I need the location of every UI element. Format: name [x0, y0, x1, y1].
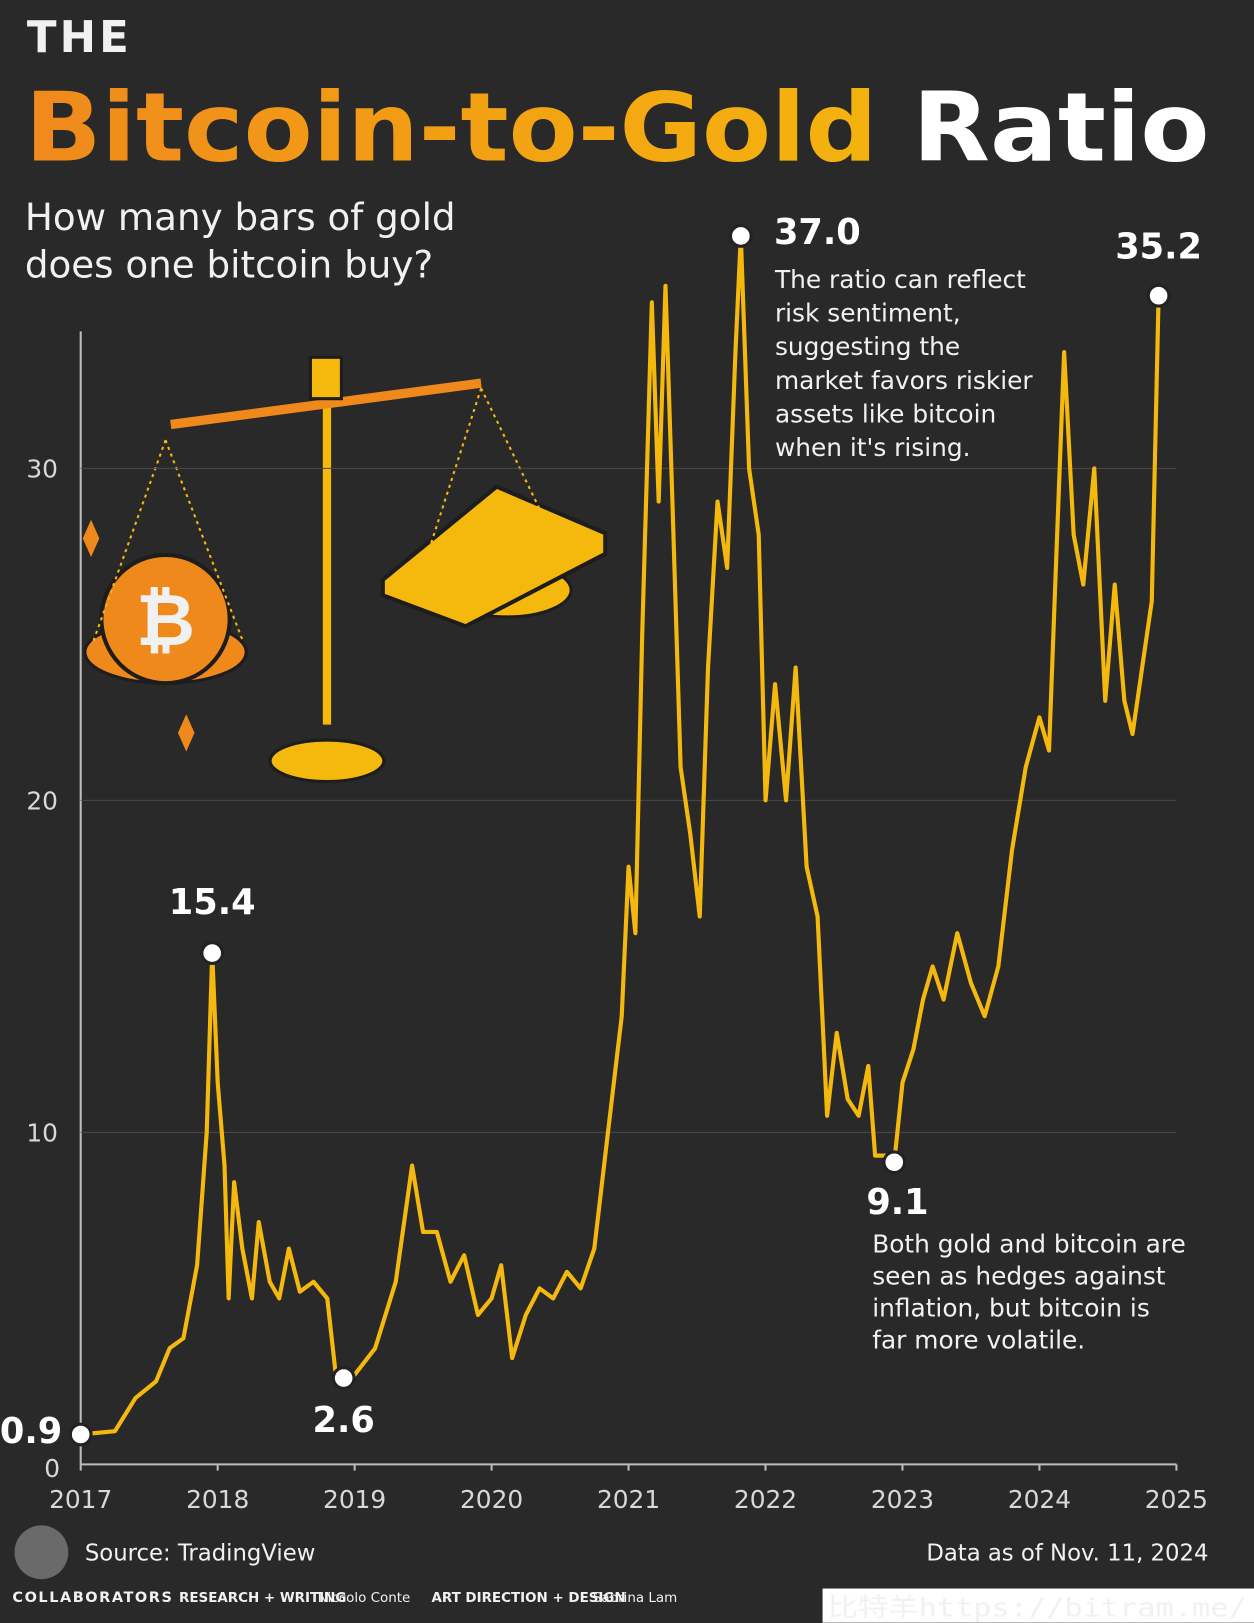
highlight-dot: [1146, 283, 1171, 308]
x-tick-label: 2018: [186, 1485, 249, 1514]
y-tick-label: 10: [26, 1119, 58, 1148]
x-tick-label: 2020: [460, 1485, 523, 1514]
data-date: Data as of Nov. 11, 2024: [926, 1541, 1208, 1567]
highlight-label: 2.6: [313, 1400, 375, 1441]
credit-name: Niccolo Conte: [318, 1591, 411, 1606]
x-tick-label: 2023: [871, 1485, 934, 1514]
credit-brand: COLLABORATORS: [12, 1590, 173, 1606]
x-tick-label: 2022: [734, 1485, 797, 1514]
annotation: The ratio can reflect: [774, 265, 1026, 294]
credit-role: ART DIRECTION + DESIGN: [431, 1591, 625, 1606]
subtitle: does one bitcoin buy?: [25, 243, 433, 287]
x-tick-label: 2024: [1008, 1485, 1071, 1514]
source: Source: TradingView: [85, 1541, 316, 1567]
y-tick-label: 20: [26, 787, 58, 816]
x-tick-label: 2017: [49, 1485, 112, 1514]
annotation: assets like bitcoin: [775, 399, 996, 428]
title-end: Ratio: [913, 74, 1210, 184]
highlight-dot: [68, 1422, 93, 1447]
credit-name: Sabrina Lam: [593, 1591, 677, 1606]
credit-role: RESEARCH + WRITING: [179, 1591, 346, 1606]
highlight-label: 9.1: [866, 1182, 928, 1223]
highlight-label: 0.9: [0, 1411, 62, 1452]
title-main: Bitcoin-to-Gold: [25, 74, 878, 184]
y-tick-label: 0: [44, 1454, 60, 1483]
highlight-dot: [331, 1366, 356, 1390]
svg-text:₿: ₿: [136, 579, 195, 663]
highlight-label: 37.0: [774, 212, 861, 253]
annotation: seen as hedges against: [872, 1261, 1166, 1290]
logo: [14, 1525, 69, 1580]
annotation: risk sentiment,: [775, 299, 961, 328]
watermark: 比特羊https://bitram.me/: [828, 1593, 1247, 1623]
annotation: suggesting the: [775, 332, 960, 361]
annotation: inflation, but bitcoin is: [872, 1293, 1150, 1322]
highlight-dot: [200, 941, 225, 965]
highlight-label: 35.2: [1115, 226, 1202, 267]
illustration: ₿: [82, 355, 608, 784]
plot: 0 10 20 30 2017 2018 2019 2020 2021 2022 2023 2024 2…: [0, 212, 1208, 1514]
y-tick-label: 30: [26, 455, 58, 484]
highlight-dot: [882, 1150, 907, 1175]
x-tick-label: 2025: [1145, 1485, 1208, 1514]
annotation: Both gold and bitcoin are: [872, 1229, 1186, 1258]
annotation: when it's rising.: [775, 433, 971, 462]
title-prefix: THE: [27, 13, 132, 63]
data-line: [80, 233, 1161, 1437]
annotation: far more volatile.: [872, 1325, 1085, 1354]
highlight-label: 15.4: [169, 882, 256, 923]
highlight-dot: [728, 224, 753, 248]
x-tick-label: 2019: [323, 1485, 386, 1514]
watermark-bg: [822, 1588, 1254, 1623]
x-tick-label: 2021: [597, 1485, 660, 1514]
subtitle: How many bars of gold: [25, 195, 456, 239]
title: Bitcoin-to-Gold Ratio: [25, 74, 1210, 184]
annotation: market favors riskier: [775, 366, 1033, 395]
